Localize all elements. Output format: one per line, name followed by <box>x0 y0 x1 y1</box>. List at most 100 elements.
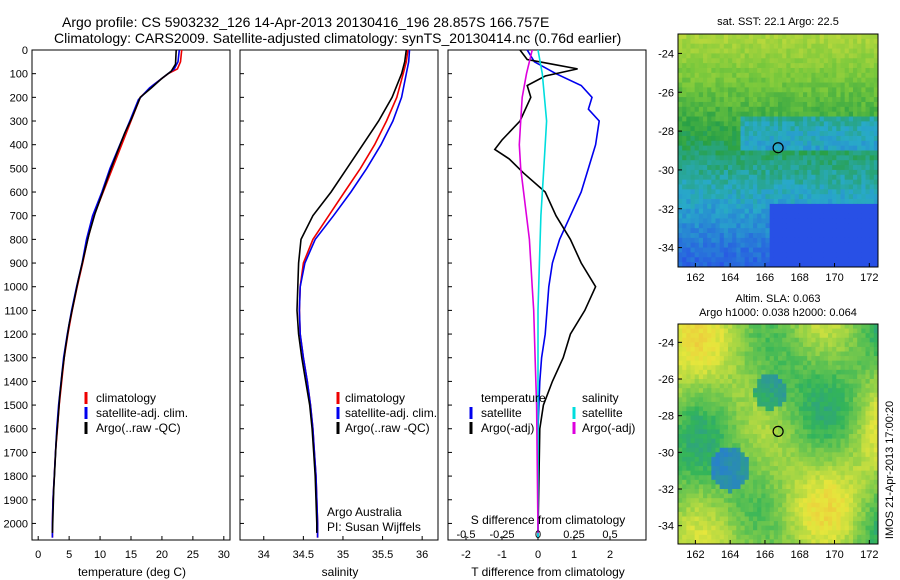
map-cell <box>711 218 716 224</box>
map-cell <box>811 48 816 54</box>
map-cell <box>703 257 708 263</box>
map-cell <box>690 257 696 263</box>
map-cell <box>736 466 741 472</box>
map-cell <box>828 447 833 453</box>
map-cell <box>848 379 854 384</box>
map-cell <box>686 218 691 224</box>
map-cell <box>732 351 737 357</box>
map-cell <box>848 34 854 40</box>
map-cell <box>723 121 729 127</box>
map-cell <box>869 34 875 40</box>
map-cell <box>778 484 783 490</box>
map-cell <box>844 34 850 40</box>
map-cell <box>753 443 758 449</box>
map-cell <box>823 169 829 176</box>
map-cell <box>823 534 829 540</box>
map-cell <box>819 189 825 195</box>
map-cell <box>769 67 775 74</box>
map-cell <box>853 461 858 467</box>
map-cell <box>869 242 875 248</box>
map-cell <box>790 484 796 490</box>
map-cell <box>703 502 708 508</box>
map-cell <box>869 58 875 64</box>
map-cell <box>711 351 716 357</box>
map-cell <box>798 388 804 394</box>
map-cell <box>819 140 825 147</box>
map-cell <box>773 97 779 103</box>
map-cell <box>798 337 804 343</box>
map-cell <box>748 126 754 132</box>
map-cell <box>857 126 862 132</box>
map-cell <box>811 479 816 485</box>
map-cell <box>857 351 862 357</box>
map-cell <box>761 470 766 476</box>
map-cell <box>778 470 783 476</box>
map-cell <box>798 116 804 122</box>
map-xtick-label: 162 <box>686 272 704 284</box>
map-cell <box>707 411 712 417</box>
map-cell <box>732 456 737 462</box>
map-cell <box>807 369 812 375</box>
map-cell <box>744 470 750 476</box>
map-cell <box>723 34 729 40</box>
map-ytick-label: -28 <box>658 126 674 138</box>
map-cell <box>728 72 733 79</box>
map-cell <box>844 53 850 59</box>
map-cell <box>786 516 791 522</box>
map-cell <box>857 237 862 244</box>
map-cell <box>682 262 687 268</box>
map-cell <box>682 443 687 449</box>
map-cell <box>715 456 721 462</box>
map-cell <box>861 252 866 258</box>
map-cell <box>786 511 791 517</box>
temperature-plot: 0 5 10 15 20 25 30 <box>35 49 230 561</box>
map-cell <box>736 484 741 490</box>
map-cell <box>836 507 841 513</box>
map-cell <box>773 438 779 444</box>
map-cell <box>715 184 721 190</box>
map-cell <box>732 257 737 263</box>
map-cell <box>769 72 775 79</box>
map-cell <box>844 346 850 352</box>
map-cell <box>736 429 741 435</box>
map-cell <box>761 466 766 472</box>
map-cell <box>753 429 758 435</box>
map-cell <box>678 97 683 103</box>
map-cell <box>736 131 741 137</box>
map-cell <box>803 213 808 219</box>
map-cell <box>744 63 750 69</box>
map-cell <box>715 194 721 200</box>
map-cell <box>773 257 779 263</box>
map-cell <box>773 63 779 69</box>
map-cell <box>698 516 704 522</box>
map-cell <box>715 126 721 132</box>
map-cell <box>723 237 729 244</box>
map-cell <box>744 111 750 117</box>
map-cell <box>840 184 846 190</box>
map-cell <box>832 140 837 147</box>
map-cell <box>836 456 841 462</box>
map-cell <box>873 135 879 142</box>
map-cell <box>811 516 816 522</box>
map-cell <box>711 242 716 248</box>
map-cell <box>769 351 775 357</box>
map-cell <box>798 53 804 59</box>
map-cell <box>790 415 796 421</box>
map-cell <box>803 397 808 403</box>
map-cell <box>873 493 879 499</box>
map-cell <box>686 516 691 522</box>
map-cell <box>690 365 696 371</box>
map-cell <box>798 189 804 195</box>
map-cell <box>798 365 804 371</box>
map-cell <box>840 498 846 504</box>
map-cell <box>848 470 854 476</box>
map-cell <box>736 438 741 444</box>
map-cell <box>707 126 712 132</box>
map-cell <box>740 218 746 224</box>
map-cell <box>828 324 833 329</box>
map-cell <box>765 242 771 248</box>
map-cell <box>682 346 687 352</box>
map-cell <box>753 388 758 394</box>
map-cell <box>840 507 846 513</box>
map-cell <box>815 447 821 453</box>
